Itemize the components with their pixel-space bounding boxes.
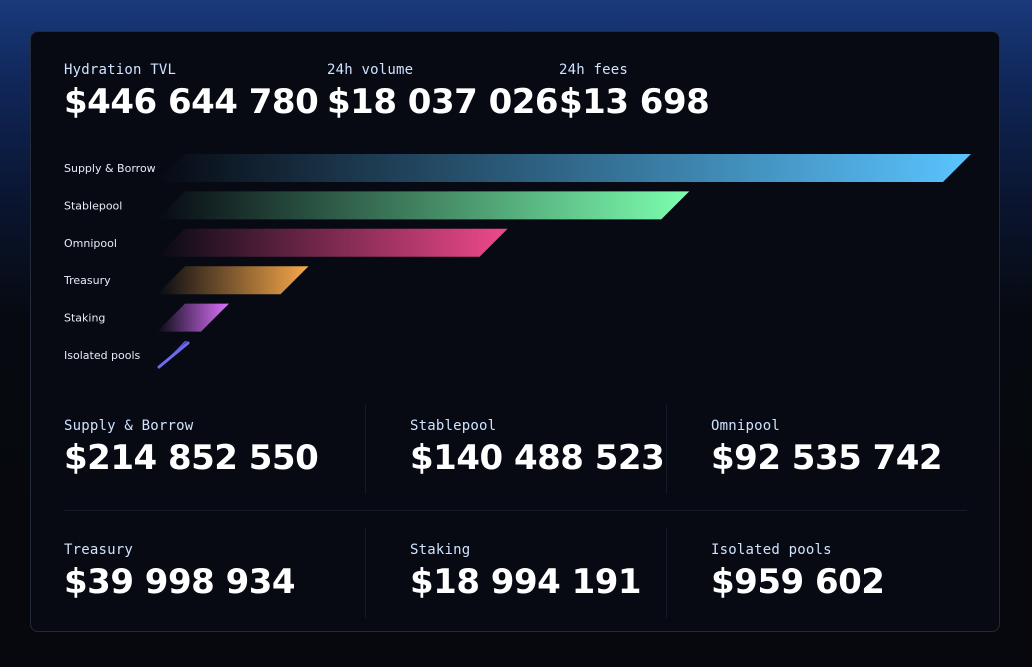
grid-divider	[64, 510, 967, 511]
grid-divider	[365, 528, 366, 618]
volume-label: 24h volume	[327, 62, 414, 78]
bar-label: Isolated pools	[64, 349, 141, 362]
breakdown-label: Omnipool	[711, 418, 781, 434]
breakdown-value: $39 998 934	[64, 562, 296, 602]
breakdown-cell: Isolated pools $959 602	[711, 542, 885, 602]
fees-label: 24h fees	[559, 62, 629, 78]
breakdown-label: Treasury	[64, 542, 134, 558]
breakdown-label: Staking	[410, 542, 471, 558]
bar-label: Omnipool	[64, 237, 117, 250]
volume-value: $18 037 026	[327, 82, 559, 122]
bar	[157, 154, 971, 182]
tvl-label: Hydration TVL	[64, 62, 177, 78]
tvl-bar-chart: Supply & Borrow Stablepool Omnipool Treasur…	[63, 154, 971, 369]
bar-label: Stablepool	[64, 199, 122, 212]
bar-label: Supply & Borrow	[64, 162, 156, 175]
breakdown-cell: Omnipool $92 535 742	[711, 418, 943, 478]
tvl-kpi: Hydration TVL $446 644 780	[64, 62, 319, 122]
breakdown-cell: Supply & Borrow $214 852 550	[64, 418, 319, 478]
breakdown-label: Supply & Borrow	[64, 418, 194, 434]
breakdown-cell: Treasury $39 998 934	[64, 542, 296, 602]
volume-kpi: 24h volume $18 037 026	[327, 62, 559, 122]
grid-divider	[666, 404, 667, 494]
breakdown-cell: Staking $18 994 191	[410, 542, 642, 602]
breakdown-value: $140 488 523	[410, 438, 665, 478]
bar	[157, 191, 690, 220]
fees-kpi: 24h fees $13 698	[559, 62, 710, 122]
grid-divider	[666, 528, 667, 618]
breakdown-value: $18 994 191	[410, 562, 642, 602]
breakdown-label: Isolated pools	[711, 542, 832, 558]
breakdown-label: Stablepool	[410, 418, 497, 434]
breakdown-value: $92 535 742	[711, 438, 943, 478]
breakdown-value: $959 602	[711, 562, 885, 602]
breakdown-value: $214 852 550	[64, 438, 319, 478]
grid-divider	[365, 404, 366, 494]
tvl-card: Hydration TVL $446 644 780 24h volume $1…	[30, 31, 1000, 632]
bar	[157, 303, 229, 332]
tvl-value: $446 644 780	[64, 82, 319, 122]
bar-label: Staking	[64, 312, 105, 325]
breakdown-cell: Stablepool $140 488 523	[410, 418, 665, 478]
bar-label: Treasury	[63, 274, 111, 287]
bar	[157, 266, 309, 295]
fees-value: $13 698	[559, 82, 710, 122]
bar	[157, 341, 190, 369]
bar	[157, 228, 508, 257]
